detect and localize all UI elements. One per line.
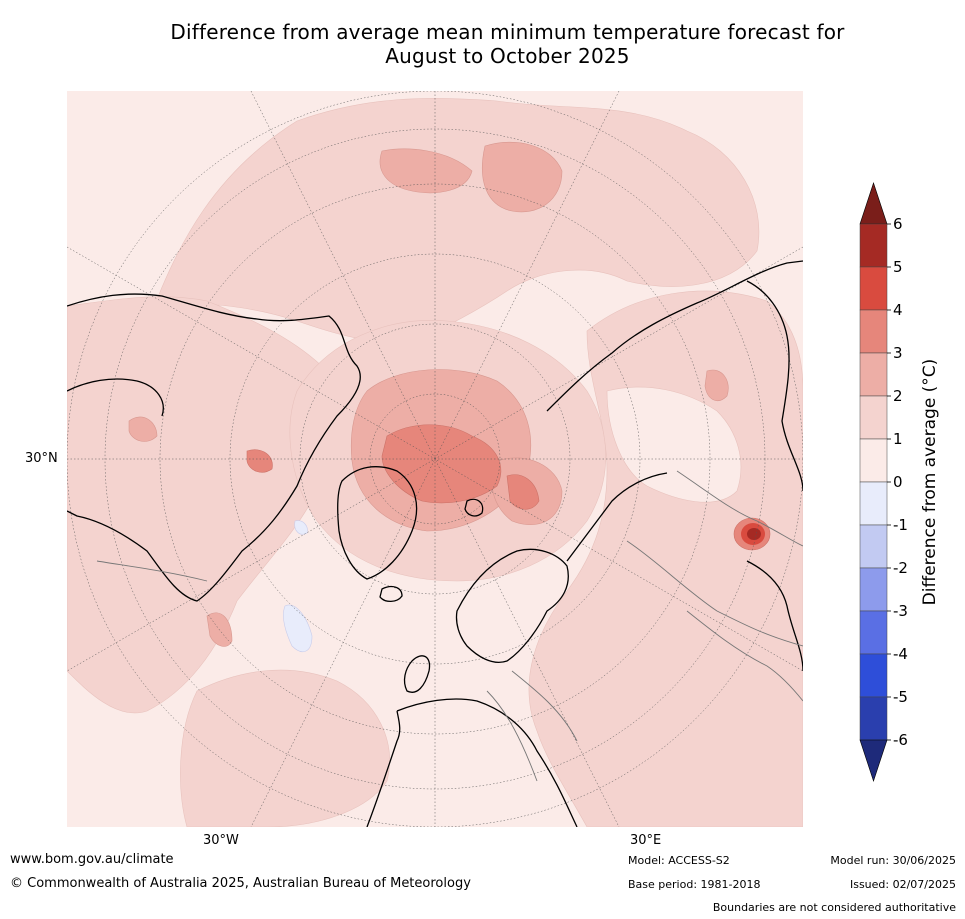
colorbar-tick-label-9: -3 bbox=[893, 602, 908, 620]
anomaly-2-3-region-siberia bbox=[704, 369, 729, 401]
coastline-svalbard bbox=[464, 498, 484, 517]
colorbar-tick-label-1: 5 bbox=[893, 258, 903, 276]
latitude-circle-70 bbox=[299, 323, 571, 595]
latitude-circle-80 bbox=[369, 393, 501, 525]
colorbar-segment-5 bbox=[859, 438, 888, 483]
map-title: Difference from average mean minimum tem… bbox=[0, 20, 965, 68]
country-borders bbox=[96, 470, 803, 782]
coastline-alaska bbox=[67, 378, 164, 417]
anomaly-2-3-region-pacific-a bbox=[379, 148, 473, 194]
anomaly-3-4-region-core bbox=[381, 424, 502, 504]
coastline-iceland bbox=[379, 585, 403, 603]
coastline-europe bbox=[366, 698, 578, 827]
colorbar-segment-3 bbox=[859, 352, 888, 397]
colorbar-tick-label-12: -6 bbox=[893, 731, 908, 749]
longitude-label-30e: 30°E bbox=[630, 833, 662, 848]
colorbar: 6 5 4 3 2 1 0 -1 -2 -3 -4 -5 -6 Difference from avera… bbox=[859, 182, 940, 782]
meridian-60e bbox=[67, 246, 803, 672]
colorbar-segment-1 bbox=[859, 266, 888, 311]
colorbar-tick-label-6: 0 bbox=[893, 473, 903, 491]
border-europe-a bbox=[486, 690, 538, 782]
colorbar-segment-10 bbox=[859, 653, 888, 698]
colorbar-tick-label-0: 6 bbox=[893, 215, 903, 233]
anomaly-2-3-region-pacific-b bbox=[482, 141, 563, 213]
border-canada-us bbox=[96, 560, 208, 582]
colorbar-tick-label-4: 2 bbox=[893, 387, 903, 405]
border-europe-b bbox=[511, 670, 578, 742]
anomaly-1-2-region-north-pacific bbox=[146, 98, 760, 343]
colorbar-segment-8 bbox=[859, 567, 888, 612]
anomaly-cool-patch-greenland bbox=[294, 520, 308, 535]
colorbar-segment-6 bbox=[859, 481, 888, 526]
model-text: Model: ACCESS-S2 bbox=[628, 854, 730, 867]
latitude-circle-60 bbox=[229, 253, 641, 665]
colorbar-arrow-top bbox=[859, 182, 888, 225]
colorbar-axis-label: Difference from average (°C) bbox=[920, 359, 940, 606]
anomaly-1-2-region-atlantic bbox=[180, 669, 390, 827]
issued-text: Issued: 02/07/2025 bbox=[849, 878, 956, 891]
title-line-2: August to October 2025 bbox=[385, 44, 630, 68]
colorbar-segment-7 bbox=[859, 524, 888, 569]
border-china-mongolia bbox=[686, 610, 803, 702]
model-run-text: Model run: 30/06/2025 bbox=[830, 854, 956, 867]
anomaly-1-2-region-eurasia bbox=[528, 290, 803, 827]
anomaly-cool-patch-atlantic bbox=[283, 604, 313, 653]
colorbar-tick-label-11: -5 bbox=[893, 688, 908, 706]
anomaly-2-3-region-canada bbox=[128, 416, 158, 442]
anomaly-3-4-region-baffin bbox=[246, 449, 273, 473]
polar-map bbox=[67, 91, 803, 827]
colorbar-tick-label-8: -2 bbox=[893, 559, 908, 577]
colorbar-segment-0 bbox=[859, 223, 888, 268]
colorbar-tick-label-10: -4 bbox=[893, 645, 908, 663]
anomaly-hotspot-core bbox=[747, 528, 761, 540]
latitude-label-30n: 30°N bbox=[25, 451, 58, 466]
colorbar-segment-9 bbox=[859, 610, 888, 655]
title-line-1: Difference from average mean minimum tem… bbox=[170, 20, 845, 44]
coastline-britain bbox=[403, 655, 431, 693]
colorbar-segment-2 bbox=[859, 309, 888, 354]
coastline-siberia bbox=[546, 260, 803, 562]
longitude-label-30w: 30°W bbox=[203, 833, 239, 848]
copyright-text: © Commonwealth of Australia 2025, Austra… bbox=[10, 876, 471, 891]
latitude-circle-50 bbox=[159, 183, 711, 735]
anomaly-3-4-region-svalbard bbox=[506, 474, 540, 510]
graticule bbox=[67, 91, 803, 827]
anomaly-1-2-region-east-asia-south bbox=[606, 386, 742, 503]
colorbar-tick-label-5: 1 bbox=[893, 430, 903, 448]
colorbar-tick-label-3: 3 bbox=[893, 344, 903, 362]
disclaimer-text: Boundaries are not considered authoritat… bbox=[712, 901, 956, 914]
base-period-text: Base period: 1981-2018 bbox=[628, 878, 761, 891]
meridian-30e bbox=[250, 91, 620, 827]
border-russia-kazakhstan bbox=[626, 540, 803, 647]
coastline-east-asia bbox=[746, 280, 803, 672]
colorbar-tick-label-7: -1 bbox=[893, 516, 908, 534]
coastline-greenland bbox=[337, 466, 418, 580]
coastline-scandinavia bbox=[455, 548, 569, 663]
coastlines bbox=[67, 260, 803, 827]
colorbar-segment-4 bbox=[859, 395, 888, 440]
colorbar-segment-11 bbox=[859, 696, 888, 741]
colorbar-arrow-bottom bbox=[859, 739, 888, 782]
website-link[interactable]: www.bom.gov.au/climate bbox=[10, 852, 174, 867]
coastline-north-america bbox=[67, 293, 361, 602]
meridian-30w bbox=[250, 91, 620, 827]
colorbar-tick-label-2: 4 bbox=[893, 301, 903, 319]
border-russia-china bbox=[676, 470, 803, 547]
